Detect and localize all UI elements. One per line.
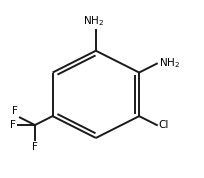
Text: F: F xyxy=(32,142,38,152)
Text: F: F xyxy=(12,106,18,116)
Text: NH$_2$: NH$_2$ xyxy=(159,56,180,70)
Text: NH$_2$: NH$_2$ xyxy=(83,14,104,28)
Text: F: F xyxy=(10,120,16,130)
Text: Cl: Cl xyxy=(159,120,169,130)
